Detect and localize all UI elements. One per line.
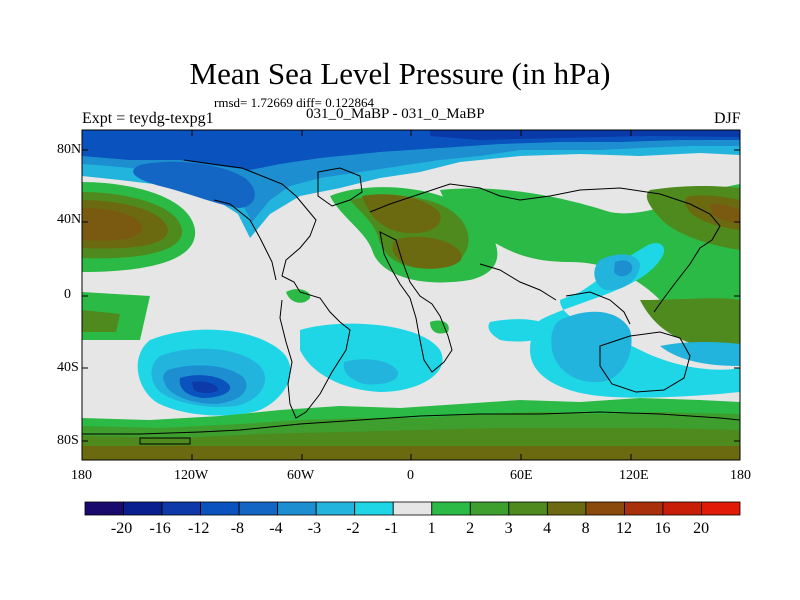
lat-label-40n: 40N: [57, 212, 82, 227]
lat-label-80n: 80N: [57, 142, 82, 157]
australia: [599, 331, 691, 393]
season-label: DJF: [714, 110, 741, 127]
africa-coast: [379, 231, 453, 373]
longitude-ticks: [81, 130, 741, 460]
south-atlantic-low: [300, 323, 443, 392]
colorbar-swatch: [431, 501, 471, 516]
colorbar-swatch: [161, 501, 201, 516]
colorbar-swatch: [508, 501, 548, 516]
colorbar-swatch: [84, 501, 124, 516]
colorbar-label: -16: [149, 520, 171, 537]
colorbar-label: 8: [581, 520, 590, 537]
colorbar-label: 4: [543, 520, 552, 537]
colorbar-swatch: [546, 501, 587, 516]
americas-west-coast: [183, 159, 351, 419]
comparison-label: 031_0_MaBP - 031_0_MaBP: [306, 106, 485, 122]
colorbar-label: 20: [693, 520, 710, 537]
colorbar-swatch: [585, 501, 625, 516]
antarctica-coast: [82, 411, 740, 435]
pressure-field: [82, 130, 740, 460]
colorbar-swatch: [392, 501, 433, 516]
rmsd-diff-stats: rmsd= 1.72669 diff= 0.122864: [214, 95, 374, 110]
tropical-pacific-core: [82, 310, 120, 332]
lon-label-180w: 180: [71, 468, 92, 483]
lon-label-120e: 120E: [619, 468, 649, 483]
ross-ice-shelf: [139, 437, 191, 445]
indian-ocean-low: [530, 243, 740, 398]
map-title: Mean Sea Level Pressure (in hPa): [189, 56, 611, 91]
lon-label-0: 0: [407, 468, 414, 483]
colorbar-label: -20: [110, 520, 133, 537]
arabia-india: [479, 263, 557, 301]
africa-positive-spot: [430, 320, 449, 334]
latitude-ticks: [82, 149, 740, 442]
coastlines: [82, 159, 740, 445]
colorbar-swatch: [624, 501, 664, 516]
colorbar-swatch: [200, 501, 240, 516]
lon-label-180e: 180: [730, 468, 751, 483]
colorbar-label: 16: [654, 520, 671, 537]
colorbar: [84, 501, 741, 516]
south-pacific-low: [137, 329, 291, 416]
colorbar-label: 1: [427, 520, 436, 537]
southeast-asia: [565, 291, 631, 325]
colorbar-swatch: [238, 501, 279, 516]
lon-label-60e: 60E: [510, 468, 533, 483]
eurasia-north-coast: [369, 183, 721, 313]
colorbar-label: -1: [384, 520, 399, 537]
antarctic-high-region: [82, 398, 740, 460]
colorbar-swatch: [354, 501, 394, 516]
arctic-low-region: [82, 130, 740, 238]
greenland: [317, 167, 363, 207]
colorbar-swatch: [662, 501, 702, 516]
colorbar-label: -8: [230, 520, 245, 537]
colorbar-label: -3: [307, 520, 322, 537]
lat-label-80s: 80S: [57, 433, 79, 448]
colorbar-swatch: [701, 501, 741, 516]
colorbar-label: 2: [466, 520, 475, 537]
colorbar-swatch: [277, 501, 317, 516]
experiment-label: Expt = teydg-texpg1: [82, 110, 214, 127]
colorbar-label: -2: [346, 520, 360, 537]
north-america-interior: [213, 199, 277, 281]
north-pacific-high: [82, 182, 196, 272]
lat-label-40s: 40S: [57, 360, 79, 375]
colorbar-swatch: [315, 501, 356, 516]
lon-label-120w: 120W: [174, 468, 209, 483]
colorbar-swatch: [123, 501, 163, 516]
colorbar-label: -12: [187, 520, 210, 537]
colorbar-label: -4: [269, 520, 283, 537]
colorbar-label: 12: [616, 520, 632, 537]
lat-label-0: 0: [64, 287, 71, 302]
south-atlantic-low-core: [343, 359, 399, 385]
south-america-positive: [286, 289, 311, 303]
asian-high: [440, 184, 740, 350]
colorbar-swatch: [469, 501, 510, 516]
colorbar-label: 3: [504, 520, 513, 537]
lon-label-60w: 60W: [287, 468, 315, 483]
